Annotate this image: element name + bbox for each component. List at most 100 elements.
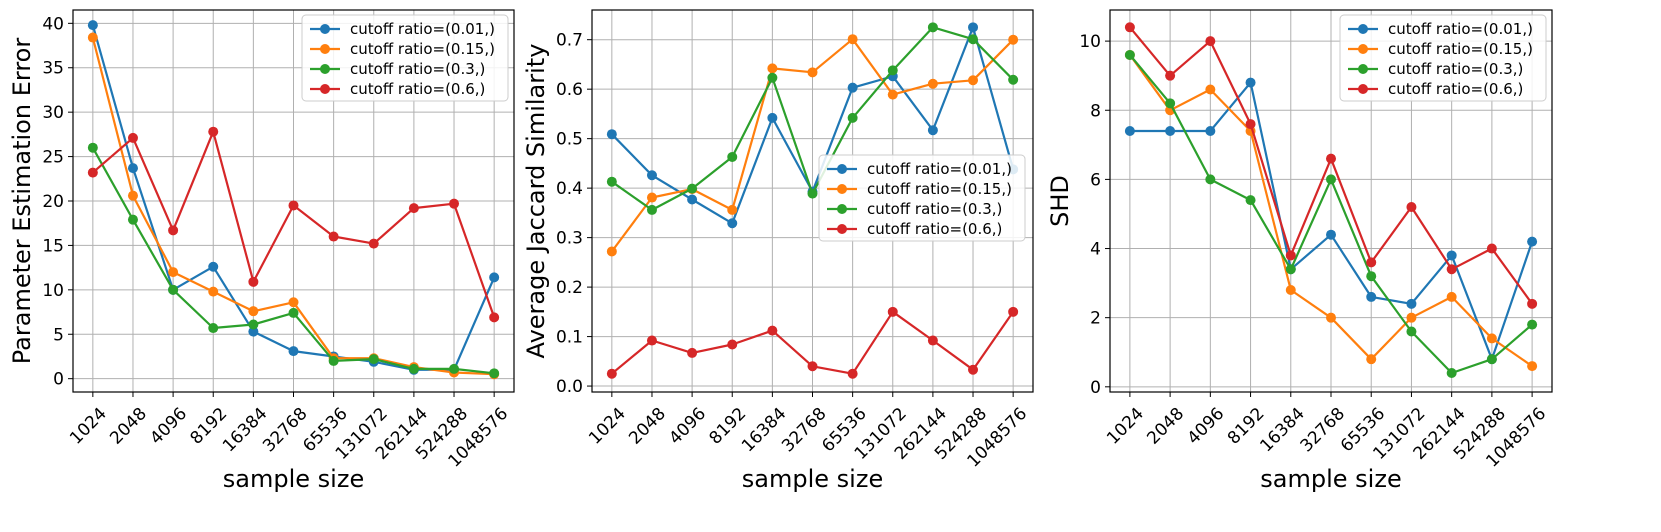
data-point — [1245, 77, 1256, 88]
data-point — [1165, 98, 1176, 109]
data-point — [288, 346, 299, 357]
data-point — [449, 198, 460, 209]
data-point — [1366, 291, 1377, 302]
data-point — [1124, 22, 1135, 33]
data-point — [646, 170, 657, 181]
data-point — [1205, 36, 1216, 47]
legend-label: cutoff ratio=(0.15,) — [867, 180, 1012, 198]
x-tick-label: 32768 — [259, 404, 311, 456]
y-tick-label: 0.0 — [556, 377, 583, 397]
y-tick-label: 0.7 — [556, 31, 583, 51]
data-point — [127, 214, 138, 225]
y-tick-label: 20 — [42, 192, 64, 212]
y-tick-label: 0 — [1090, 378, 1101, 398]
data-point — [1486, 243, 1497, 254]
data-point — [328, 231, 339, 242]
legend-label: cutoff ratio=(0.3,) — [867, 200, 1002, 218]
axes-frame — [72, 9, 515, 393]
data-point — [727, 218, 738, 229]
data-point — [208, 126, 219, 137]
x-tick-label: 2048 — [625, 404, 670, 449]
data-point — [606, 176, 617, 187]
data-point — [1205, 84, 1216, 95]
x-tick-label: 1024 — [66, 404, 111, 449]
legend-box — [301, 14, 509, 102]
x-tick-label: 1024 — [1103, 404, 1148, 449]
legend-marker — [320, 24, 330, 34]
data-point — [807, 67, 818, 78]
data-point — [449, 363, 460, 374]
data-point — [1326, 174, 1336, 185]
data-point — [248, 306, 259, 317]
x-tick-label: 4096 — [146, 404, 191, 449]
data-point — [646, 335, 657, 346]
legend-marker — [837, 224, 847, 234]
data-point — [1406, 202, 1417, 213]
x-tick-label: 16384 — [219, 404, 271, 456]
data-point — [807, 361, 818, 372]
data-point — [968, 75, 979, 86]
chart-panel-1: 0510152025303540102420484096819216384327… — [8, 9, 515, 493]
y-tick-label: 4 — [1090, 240, 1101, 260]
data-point — [847, 82, 858, 93]
data-point — [489, 312, 500, 323]
x-axis-label: sample size — [742, 465, 883, 493]
data-point — [1008, 34, 1019, 45]
data-point — [687, 194, 698, 205]
data-point — [1205, 174, 1216, 185]
data-point — [1446, 367, 1457, 378]
data-point — [1486, 354, 1497, 365]
data-point — [927, 22, 938, 33]
data-point — [288, 200, 299, 211]
data-point — [87, 20, 98, 31]
data-point — [887, 65, 898, 76]
data-point — [208, 323, 219, 334]
data-point — [1245, 195, 1256, 206]
data-point — [1124, 125, 1135, 136]
data-point — [208, 261, 219, 272]
data-point — [208, 286, 219, 297]
data-point — [1326, 312, 1336, 323]
data-point — [646, 192, 657, 203]
legend-label: cutoff ratio=(0.6,) — [867, 220, 1002, 238]
data-point — [1366, 271, 1377, 282]
data-point — [968, 364, 979, 375]
y-tick-label: 30 — [42, 103, 64, 123]
data-point — [606, 246, 617, 257]
y-tick-label: 35 — [42, 59, 64, 79]
data-point — [887, 306, 898, 317]
data-point — [1124, 49, 1135, 60]
x-tick-label: 16384 — [738, 404, 790, 456]
y-tick-label: 6 — [1090, 170, 1101, 190]
data-point — [687, 183, 698, 194]
legend-label: cutoff ratio=(0.3,) — [1388, 60, 1523, 78]
legend-marker — [837, 184, 847, 194]
data-point — [927, 335, 938, 346]
legend-marker — [1358, 64, 1368, 74]
data-point — [1527, 361, 1538, 372]
y-tick-label: 0.6 — [556, 80, 583, 100]
data-point — [1008, 306, 1019, 317]
legend-label: cutoff ratio=(0.01,) — [1388, 20, 1533, 38]
x-axis-label: sample size — [223, 465, 364, 493]
legend-marker — [837, 204, 847, 214]
data-point — [767, 63, 778, 74]
data-point — [87, 142, 98, 153]
x-tick-label: 4096 — [665, 404, 710, 449]
data-point — [127, 163, 138, 174]
legend-label: cutoff ratio=(0.01,) — [867, 160, 1012, 178]
data-point — [1326, 229, 1336, 240]
y-tick-label: 0.1 — [556, 328, 583, 348]
data-point — [1245, 119, 1256, 130]
data-point — [87, 32, 98, 43]
data-point — [248, 326, 259, 337]
data-point — [968, 34, 979, 45]
data-point — [1285, 250, 1296, 261]
y-tick-label: 0.5 — [556, 130, 583, 150]
data-point — [1165, 125, 1176, 136]
y-tick-label: 10 — [1079, 32, 1101, 52]
data-point — [248, 319, 259, 330]
legend-box — [1339, 14, 1547, 102]
data-point — [1165, 70, 1176, 81]
chart-panel-3: 0246810102420484096819216384327686553613… — [1046, 9, 1553, 493]
